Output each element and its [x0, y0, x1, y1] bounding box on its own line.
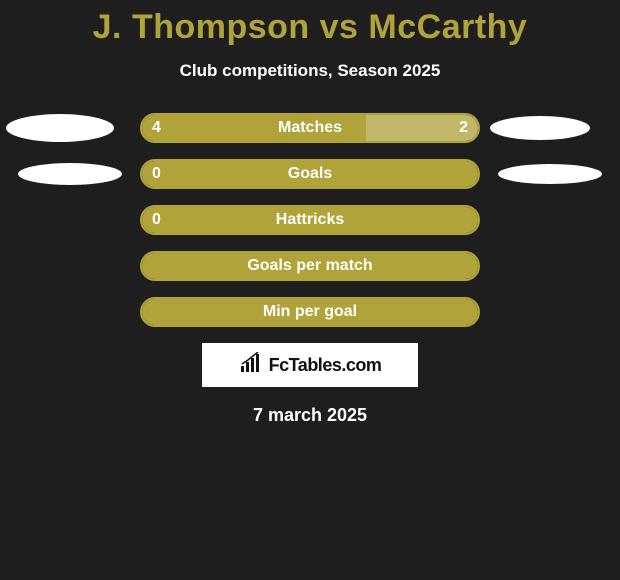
- player-left-ellipse: [18, 163, 122, 185]
- chart-icon: [239, 352, 265, 379]
- stat-label: Goals per match: [247, 257, 372, 275]
- chart-title: J. Thompson vs McCarthy: [0, 0, 620, 47]
- chart-subtitle: Club competitions, Season 2025: [0, 61, 620, 81]
- chart-date: 7 march 2025: [0, 405, 620, 426]
- stat-bar: Min per goal: [140, 297, 480, 327]
- stat-value-left: 0: [152, 211, 161, 229]
- stat-bar: 0 Hattricks: [140, 205, 480, 235]
- stat-value-left: 4: [152, 119, 161, 137]
- stat-label: Min per goal: [263, 303, 357, 321]
- player-right-ellipse: [498, 164, 602, 184]
- logo-text: FcTables.com: [269, 355, 382, 376]
- player-right-ellipse: [490, 116, 590, 140]
- stat-row: Min per goal: [0, 297, 620, 327]
- stat-row: Goals per match: [0, 251, 620, 281]
- stat-rows: 4 2 Matches 0 Goals 0 Hattricks Goals per match…: [0, 113, 620, 327]
- stat-row: 0 Hattricks: [0, 205, 620, 235]
- stat-row: 4 2 Matches: [0, 113, 620, 143]
- stat-value-right: 2: [459, 119, 468, 137]
- stat-label: Hattricks: [276, 211, 344, 229]
- logo-box: FcTables.com: [202, 343, 418, 387]
- stat-label: Goals: [288, 165, 332, 183]
- stat-label: Matches: [278, 119, 342, 137]
- stat-row: 0 Goals: [0, 159, 620, 189]
- player-left-ellipse: [6, 114, 114, 142]
- stat-bar: 0 Goals: [140, 159, 480, 189]
- stat-bar: Goals per match: [140, 251, 480, 281]
- stat-bar: 4 2 Matches: [140, 113, 480, 143]
- stat-value-left: 0: [152, 165, 161, 183]
